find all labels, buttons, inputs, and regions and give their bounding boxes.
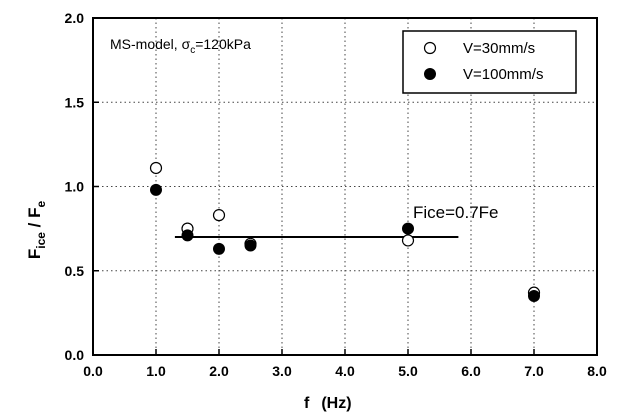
x-tick-label: 4.0 xyxy=(335,363,355,379)
point-series-2 xyxy=(213,242,225,255)
x-tick-label: 3.0 xyxy=(272,363,292,379)
legend-marker-filled-circle xyxy=(424,68,436,80)
model-annotation: MS-model, σc=120kPa xyxy=(110,36,251,56)
point-series-2 xyxy=(402,222,414,235)
point-series-1 xyxy=(149,161,163,175)
x-axis-title: f (Hz) xyxy=(304,395,352,412)
tick-labels: 0.0 1.0 2.0 3.0 4.0 5.0 6.0 7.0 8.0 0.0 0.5 1.0 1.5 2… xyxy=(65,10,607,379)
x-tick-label: 2.0 xyxy=(209,363,229,379)
x-tick-label: 0.0 xyxy=(83,363,103,379)
reference-line-label: Fice=0.7Fe xyxy=(413,203,499,222)
x-tick-label: 6.0 xyxy=(461,363,481,379)
grid xyxy=(93,18,597,355)
x-tick-label: 5.0 xyxy=(398,363,418,379)
y-tick-label: 0.0 xyxy=(65,347,85,363)
x-tick-label: 7.0 xyxy=(524,363,544,379)
data-points xyxy=(149,161,541,303)
legend-marker-open-circle xyxy=(423,41,437,55)
y-tick-label: 1.5 xyxy=(65,94,85,110)
point-series-1 xyxy=(212,209,226,222)
y-tick-label: 1.0 xyxy=(65,179,85,195)
point-series-2 xyxy=(181,229,194,242)
y-tick-label: 2.0 xyxy=(65,10,85,26)
legend-label-series-2: V=100mm/s xyxy=(463,66,543,83)
legend-box xyxy=(402,30,577,94)
x-tick-label: 8.0 xyxy=(587,363,607,379)
ticks xyxy=(92,17,598,356)
point-series-2 xyxy=(150,183,162,196)
x-tick-label: 1.0 xyxy=(146,363,166,379)
point-series-1 xyxy=(401,234,415,247)
y-axis-title: Fice / Fe xyxy=(25,201,48,260)
legend-label-series-1: V=30mm/s xyxy=(463,40,535,57)
y-tick-label: 0.5 xyxy=(65,263,85,279)
point-series-2 xyxy=(528,290,540,303)
point-series-2 xyxy=(244,239,257,252)
legend: V=30mm/s V=100mm/s xyxy=(402,30,577,94)
